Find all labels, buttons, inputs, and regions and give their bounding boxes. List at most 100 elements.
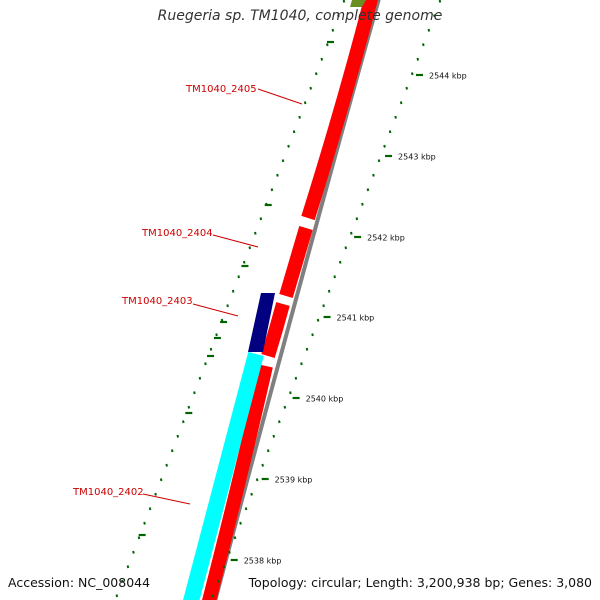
ruler-inner-dots bbox=[438, 0, 442, 3]
ruler-outer-dots bbox=[170, 449, 174, 453]
ruler-outer-dots bbox=[259, 217, 263, 221]
ruler-outer-dots bbox=[276, 173, 279, 177]
ruler-tick-label: 2542 kbp bbox=[367, 234, 405, 243]
ruler-tick-label: 2540 kbp bbox=[306, 395, 344, 404]
ruler-inner-dots bbox=[311, 333, 314, 337]
ruler-outer-dots bbox=[303, 101, 307, 105]
ruler-outer-dots bbox=[204, 362, 207, 366]
ruler-inner-dots bbox=[266, 449, 270, 453]
ruler-inner-dots bbox=[316, 318, 320, 322]
ruler-outer-dots bbox=[309, 86, 312, 90]
ruler-inner-dots bbox=[250, 492, 253, 496]
ruler-inner-dots bbox=[283, 405, 287, 409]
ruler-outer-dots bbox=[126, 565, 130, 569]
ruler-inner-dots bbox=[228, 550, 231, 554]
genome-summary-text: Topology: circular; Length: 3,200,938 bp… bbox=[248, 575, 592, 590]
ruler-inner-dots bbox=[383, 144, 386, 148]
gene-label: TM1040_2405 bbox=[185, 84, 257, 95]
ruler-inner-dots bbox=[244, 507, 248, 511]
ruler-inner-dots bbox=[394, 115, 397, 119]
ruler-tick-label: 2539 kbp bbox=[275, 476, 313, 485]
ruler-outer-dots bbox=[193, 391, 196, 395]
gene-label: TM1040_2403 bbox=[121, 296, 193, 307]
ruler-outer-dots bbox=[226, 304, 229, 308]
ruler-outer-dots bbox=[254, 231, 257, 235]
ruler-inner-dots bbox=[255, 478, 259, 482]
ruler-inner-dots bbox=[217, 579, 220, 583]
ruler-outer-dots bbox=[121, 579, 124, 583]
genes-layer bbox=[183, 0, 381, 600]
ruler-outer-dots bbox=[248, 246, 252, 250]
gene-labels-layer: TM1040_2405 TM1040_2404 TM1040_2403 TM1040_… bbox=[72, 84, 303, 505]
gene-label: TM1040_2404 bbox=[141, 228, 213, 239]
ruler-inner-dots bbox=[399, 101, 403, 105]
ruler-inner-dots bbox=[305, 347, 309, 351]
ruler-inner-dots bbox=[372, 173, 375, 177]
gene-label: TM1040_2402 bbox=[72, 487, 144, 498]
ruler-outer-dots bbox=[326, 43, 329, 47]
ruler-inner-dots bbox=[300, 362, 303, 366]
ruler-outer-dots bbox=[242, 260, 246, 264]
gene-TM1040_2402-arrow bbox=[202, 364, 273, 600]
ruler-outer-dots bbox=[115, 594, 119, 598]
accession-text: Accession: NC_008044 bbox=[8, 575, 151, 590]
ruler-inner-dots bbox=[222, 565, 226, 569]
ruler-inner-dots bbox=[416, 57, 420, 61]
ruler-outer-dots bbox=[215, 333, 218, 337]
ruler-outer-dots bbox=[148, 507, 152, 511]
ruler-inner-dots bbox=[333, 275, 336, 279]
ruler-outer-dots bbox=[182, 420, 185, 424]
ruler-outer-dots bbox=[159, 478, 163, 482]
ruler-outer-dots bbox=[237, 275, 240, 279]
ruler-tick-label: 2538 kbp bbox=[244, 557, 282, 566]
ruler-inner-dots bbox=[366, 188, 370, 192]
gene-label-leader bbox=[257, 88, 303, 105]
ruler-inner-dots bbox=[289, 391, 292, 395]
ruler-outer-dots bbox=[331, 28, 335, 32]
ruler-inner-dots bbox=[427, 28, 431, 32]
ruler-inner-dots bbox=[272, 434, 276, 438]
ruler-outer-dots bbox=[231, 289, 235, 293]
ruler-inner-dots bbox=[355, 217, 359, 221]
map-title: Ruegeria sp. TM1040, complete genome bbox=[157, 8, 443, 24]
ruler-inner-dots bbox=[261, 463, 264, 467]
ruler-outer-dots bbox=[337, 14, 340, 18]
ruler-outer-dots bbox=[209, 347, 213, 351]
ruler-outer-dots bbox=[132, 550, 135, 554]
ruler-outer-dots bbox=[320, 57, 324, 61]
ruler-inner-dots bbox=[422, 43, 425, 47]
ruler-inner-dots bbox=[322, 304, 325, 308]
forward-gene-cyan bbox=[183, 351, 264, 600]
gene-label-leader bbox=[142, 493, 191, 505]
gene-label-leader bbox=[192, 303, 239, 317]
ruler-outer-dots bbox=[176, 434, 180, 438]
forward-gene-top bbox=[350, 0, 366, 7]
ruler-inner-dots bbox=[350, 231, 353, 235]
gene-TM1040_2403-arrow bbox=[261, 302, 290, 359]
ruler-outer-dots bbox=[270, 188, 274, 192]
gene-TM1040_2404-arrow bbox=[279, 226, 313, 298]
ruler-outer-dots bbox=[287, 144, 290, 148]
ruler-inner-dots bbox=[233, 536, 237, 540]
ruler-inner-dots bbox=[433, 14, 436, 18]
ruler-inner-dots bbox=[344, 246, 348, 250]
ruler-outer-dots bbox=[281, 159, 285, 163]
ruler-inner-dots bbox=[239, 521, 242, 525]
ruler-layer: 2538 kbp 2539 kbp 2540 kbp 2541 kbp 2542 kbp… bbox=[115, 0, 467, 598]
gene-label-leader bbox=[212, 234, 259, 248]
ruler-outer-dots bbox=[165, 463, 168, 467]
ruler-inner-dots bbox=[361, 202, 364, 206]
ruler-outer-dots bbox=[137, 536, 141, 540]
ruler-outer-dots bbox=[298, 115, 301, 119]
ruler-outer-dots bbox=[314, 72, 318, 76]
ruler-outer-dots bbox=[154, 492, 157, 496]
ruler-outer-dots bbox=[292, 130, 296, 134]
ruler-tick-label: 2543 kbp bbox=[398, 153, 436, 162]
ruler-inner-dots bbox=[338, 260, 342, 264]
forward-gene-navy bbox=[248, 293, 275, 352]
gene-TM1040_2405-arrow bbox=[301, 0, 378, 221]
ruler-tick-label: 2541 kbp bbox=[337, 314, 375, 323]
ruler-inner-dots bbox=[388, 130, 392, 134]
